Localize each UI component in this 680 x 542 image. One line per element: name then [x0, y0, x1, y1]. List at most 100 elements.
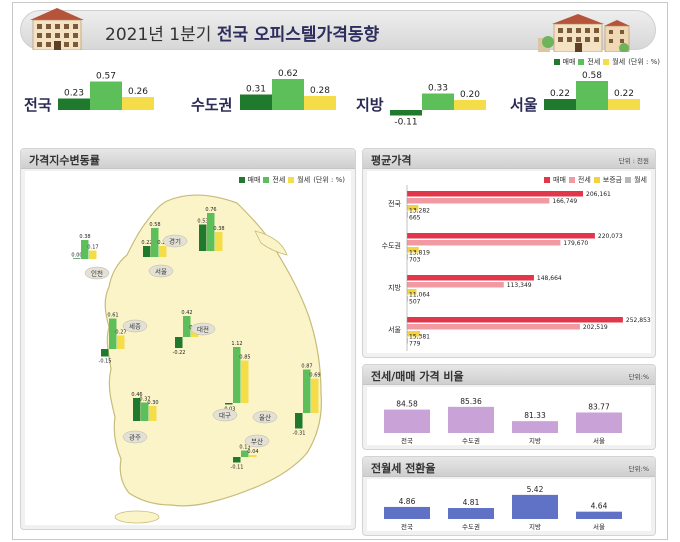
title-main: 전국 오피스텔가격동향	[216, 25, 380, 45]
top-bar-value: 0.22	[614, 89, 634, 99]
map-region-badge	[122, 430, 148, 444]
map-bar	[149, 406, 157, 421]
map-legend-wolse: 월세	[297, 176, 311, 184]
conv-chart-bar	[448, 508, 494, 519]
map-legend-swatch-sale	[238, 177, 245, 183]
conv-chart-category: 전국	[401, 522, 413, 531]
ratio-panel-header	[363, 365, 655, 385]
avg-legend-wolse: 월세	[634, 176, 647, 184]
map-bar-value: -0.31	[293, 431, 306, 437]
map-bar-value: -0.22	[173, 350, 186, 356]
conv-chart-value: 5.42	[527, 485, 544, 494]
top-bar-value: -0.11	[394, 118, 417, 128]
korea-map-chart: 0.00 0.38 0.17 인천 0.22 0.58 0.22 서울 0.53 0.76 0.38…	[71, 194, 322, 524]
map-bar-value: -0.15	[99, 359, 112, 365]
conv-panel-body: 4.86 전국 4.81 수도권 5.42 지방 4.64 서울	[367, 479, 651, 531]
map-region-label: 세종	[129, 322, 141, 331]
avg-bar	[407, 247, 419, 253]
legend-swatch-jeonse	[578, 59, 585, 65]
avg-bar-value: 507	[409, 299, 421, 306]
top-bar	[272, 79, 304, 110]
legend-swatch-wolse	[603, 59, 610, 65]
top-bar	[122, 97, 154, 110]
map-bar	[199, 224, 207, 251]
ratio-chart-bar	[512, 421, 558, 433]
top-region-label: 전국	[24, 96, 52, 114]
avg-panel-unit: 단위 : 천원	[618, 157, 649, 165]
map-bar-value: 0.38	[79, 234, 90, 240]
avg-bar	[407, 198, 550, 204]
map-region-badge	[122, 319, 148, 333]
map-bar	[249, 455, 257, 457]
ratio-chart-bar	[576, 412, 622, 433]
map-bar	[183, 316, 191, 337]
ratio-chart-value: 83.77	[588, 402, 610, 411]
map-bar	[101, 349, 109, 357]
avg-row-label: 수도권	[382, 242, 401, 250]
avg-bar-value: 13,819	[409, 250, 430, 257]
top-bar-value: 0.33	[428, 84, 448, 94]
avg-bar	[407, 324, 580, 330]
ratio-panel-title: 전세/매매 가격 비율	[371, 370, 464, 383]
avg-bar	[407, 275, 534, 281]
avg-bar-value: 252,853	[626, 317, 651, 324]
ratio-chart-value: 84.58	[396, 400, 418, 409]
map-bar-value: 0.76	[205, 207, 216, 213]
top-bar-value: 0.23	[64, 89, 84, 99]
avg-legend-jeonse: 전세	[577, 176, 591, 184]
ratio-chart: 84.58 전국 85.36 수도권 81.33 지방 83.77 서울	[384, 397, 622, 445]
map-bar-value: 0.30	[147, 400, 158, 406]
map-bar-value: 0.13	[239, 445, 250, 451]
map-bar-value: 0.42	[181, 310, 192, 316]
map-region-label: 서울	[155, 267, 167, 276]
ratio-chart-category: 서울	[593, 436, 605, 445]
avg-bar	[407, 212, 408, 218]
map-bar-value: 0.04	[247, 449, 258, 455]
conv-chart-value: 4.64	[591, 502, 608, 511]
map-bar	[225, 403, 233, 405]
map-bar	[311, 378, 319, 413]
map-bar	[133, 398, 141, 421]
avg-bar-value: 148,664	[537, 275, 562, 282]
top-bar-value: 0.58	[582, 71, 602, 81]
ratio-chart-bar	[384, 409, 430, 433]
avg-bar-value: 220,073	[598, 233, 623, 240]
avg-bar	[407, 191, 584, 197]
map-bar	[241, 360, 249, 403]
map-bar	[141, 402, 149, 421]
avg-bar	[407, 289, 417, 295]
map-bar	[241, 450, 249, 457]
map-panel: 가격지수변동률 매매 전세 월세 (단위 : %) 0.00 0.38 0.17 인천…	[20, 148, 356, 530]
legend-label-sale: 매매	[562, 58, 576, 66]
map-region-badge	[252, 410, 278, 424]
top-bar-value: 0.26	[128, 87, 148, 97]
top-region-label: 지방	[356, 96, 384, 114]
ratio-panel-unit: 단위:%	[628, 373, 649, 381]
top-bar	[544, 99, 576, 110]
ratio-chart-bar	[448, 406, 494, 433]
avg-bar	[407, 296, 408, 302]
map-bar	[191, 331, 199, 337]
building-left-icon	[30, 8, 84, 50]
conv-chart-value: 4.81	[463, 498, 480, 507]
top-bar	[390, 110, 422, 116]
avg-bar	[407, 240, 561, 246]
ratio-chart-category: 지방	[529, 436, 541, 445]
ratio-chart-value: 81.33	[524, 411, 546, 420]
avg-legend-deposit: 보증금	[602, 176, 623, 184]
conv-chart-bar	[576, 511, 622, 519]
top-summary-chart: 전국 0.23 0.57 0.26 수도권 0.31 0.62 0.28 지방 -0.11 0.33…	[24, 69, 640, 128]
building-right-icon	[538, 14, 630, 52]
conv-chart-bar	[512, 494, 558, 519]
conversion-panel: 전월세 전환율 단위:% 4.86 전국 4.81 수도권 5.42 지방 4.64 서울	[362, 456, 656, 536]
map-bar	[233, 347, 241, 403]
avg-legend-sale: 매매	[553, 176, 566, 184]
map-bar	[233, 457, 241, 463]
avg-bar-value: 179,670	[563, 240, 588, 247]
ratio-chart-category: 전국	[401, 436, 413, 445]
conv-chart-category: 수도권	[462, 523, 480, 531]
ratio-panel-body: 84.58 전국 85.36 수도권 81.33 지방 83.77 서울	[367, 387, 651, 445]
top-region-label: 수도권	[191, 96, 232, 114]
map-panel-body: 매매 전세 월세 (단위 : %) 0.00 0.38 0.17 인천 0.22 0.58…	[25, 171, 351, 525]
